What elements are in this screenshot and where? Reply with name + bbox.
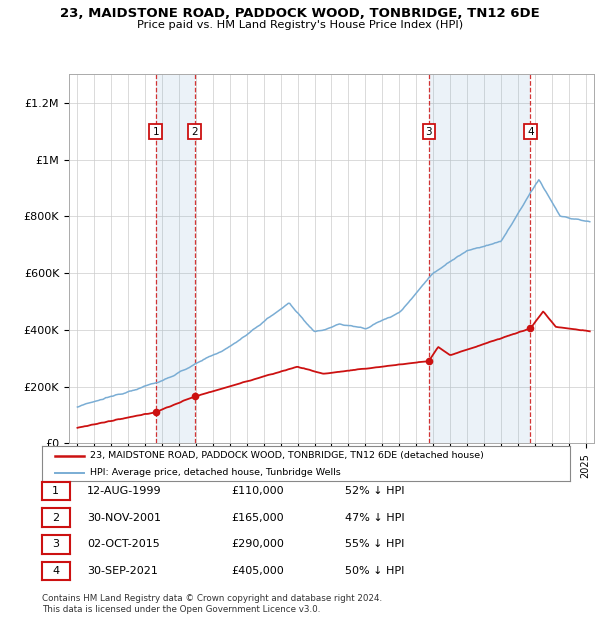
Bar	[156, 74, 194, 443]
Text: 2: 2	[52, 513, 59, 523]
Text: 52% ↓ HPI: 52% ↓ HPI	[345, 486, 404, 496]
Text: Contains HM Land Registry data © Crown copyright and database right 2024.: Contains HM Land Registry data © Crown c…	[42, 593, 382, 603]
Text: This data is licensed under the Open Government Licence v3.0.: This data is licensed under the Open Gov…	[42, 604, 320, 614]
Text: Price paid vs. HM Land Registry's House Price Index (HPI): Price paid vs. HM Land Registry's House …	[137, 20, 463, 30]
Text: £165,000: £165,000	[231, 513, 284, 523]
Text: HPI: Average price, detached house, Tunbridge Wells: HPI: Average price, detached house, Tunb…	[89, 469, 340, 477]
Text: 30-SEP-2021: 30-SEP-2021	[87, 566, 158, 576]
Text: 50% ↓ HPI: 50% ↓ HPI	[345, 566, 404, 576]
Text: 1: 1	[52, 486, 59, 496]
Text: 1: 1	[152, 126, 159, 136]
Text: 4: 4	[52, 566, 59, 576]
Text: 23, MAIDSTONE ROAD, PADDOCK WOOD, TONBRIDGE, TN12 6DE: 23, MAIDSTONE ROAD, PADDOCK WOOD, TONBRI…	[60, 7, 540, 20]
Text: 12-AUG-1999: 12-AUG-1999	[87, 486, 161, 496]
Text: 55% ↓ HPI: 55% ↓ HPI	[345, 539, 404, 549]
Text: £405,000: £405,000	[231, 566, 284, 576]
Text: 47% ↓ HPI: 47% ↓ HPI	[345, 513, 404, 523]
Text: 4: 4	[527, 126, 534, 136]
Text: £110,000: £110,000	[231, 486, 284, 496]
Text: 3: 3	[52, 539, 59, 549]
Text: 3: 3	[425, 126, 432, 136]
Text: 30-NOV-2001: 30-NOV-2001	[87, 513, 161, 523]
Text: 23, MAIDSTONE ROAD, PADDOCK WOOD, TONBRIDGE, TN12 6DE (detached house): 23, MAIDSTONE ROAD, PADDOCK WOOD, TONBRI…	[89, 451, 484, 461]
Text: 2: 2	[191, 126, 198, 136]
Bar	[429, 74, 530, 443]
Text: 02-OCT-2015: 02-OCT-2015	[87, 539, 160, 549]
Text: £290,000: £290,000	[231, 539, 284, 549]
